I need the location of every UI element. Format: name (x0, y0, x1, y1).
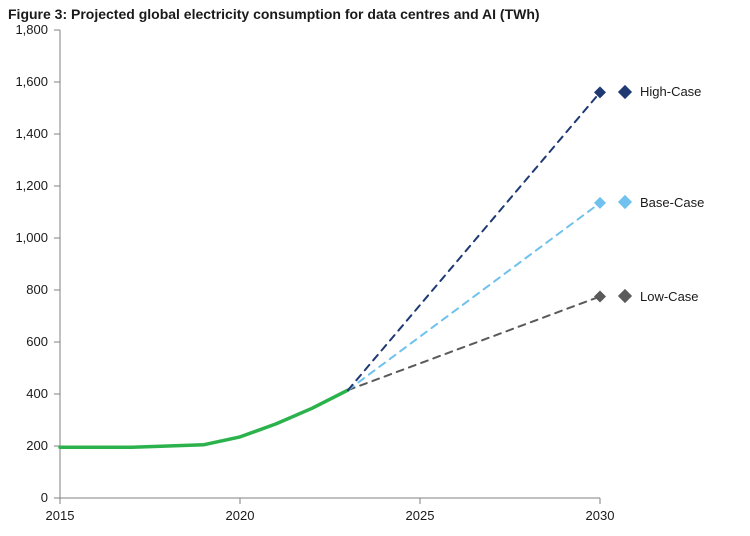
legend-label: Base-Case (640, 195, 704, 210)
y-tick-label: 200 (0, 438, 48, 453)
diamond-icon (618, 85, 632, 99)
x-tick-label: 2020 (210, 508, 270, 523)
series-marker-base_case (594, 197, 606, 209)
y-tick-label: 1,200 (0, 178, 48, 193)
diamond-icon (618, 289, 632, 303)
y-tick-label: 1,400 (0, 126, 48, 141)
x-tick-label: 2015 (30, 508, 90, 523)
figure-container: Figure 3: Projected global electricity c… (0, 0, 750, 536)
series-marker-low_case (594, 291, 606, 303)
y-tick-label: 1,600 (0, 74, 48, 89)
legend-item-low-case: Low-Case (620, 289, 699, 304)
y-tick-label: 1,000 (0, 230, 48, 245)
y-tick-label: 1,800 (0, 22, 48, 37)
x-tick-label: 2025 (390, 508, 450, 523)
legend-item-high-case: High-Case (620, 84, 701, 99)
legend-label: High-Case (640, 84, 701, 99)
series-line-high_case (348, 92, 600, 390)
chart-plot-area: 02004006008001,0001,2001,4001,6001,80020… (60, 30, 600, 498)
diamond-icon (618, 195, 632, 209)
chart-legend: High-Case Base-Case Low-Case (620, 30, 750, 498)
series-line-low_case (348, 297, 600, 391)
y-tick-label: 400 (0, 386, 48, 401)
y-tick-label: 800 (0, 282, 48, 297)
legend-item-base-case: Base-Case (620, 195, 704, 210)
series-line-historical (60, 390, 348, 447)
series-line-base_case (348, 203, 600, 390)
legend-label: Low-Case (640, 289, 699, 304)
x-tick-label: 2030 (570, 508, 630, 523)
y-tick-label: 600 (0, 334, 48, 349)
y-tick-label: 0 (0, 490, 48, 505)
